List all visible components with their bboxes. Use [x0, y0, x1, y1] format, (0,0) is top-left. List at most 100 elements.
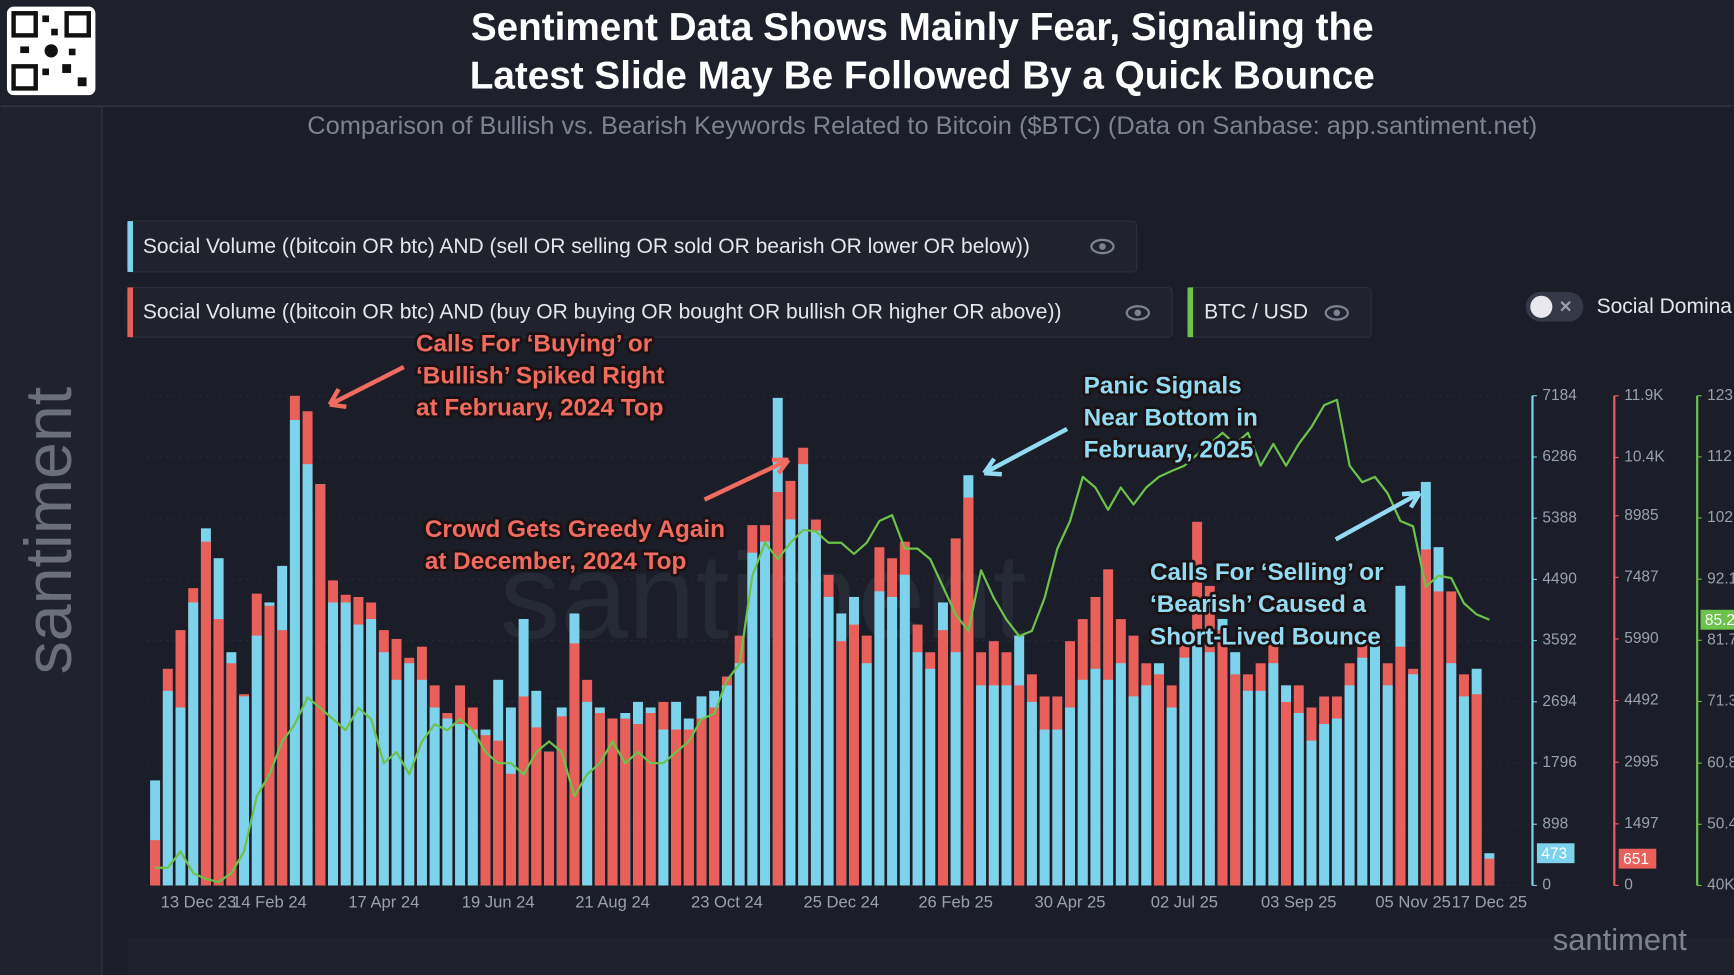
bar [569, 643, 580, 886]
navigator [127, 937, 1734, 975]
eye-icon[interactable] [1125, 305, 1150, 321]
bar [1090, 668, 1101, 886]
x-tick-label: 17 Apr 24 [348, 893, 419, 912]
bar [1293, 712, 1304, 886]
bar [213, 619, 224, 886]
annotation: Panic Signals [1084, 372, 1242, 399]
eye-icon[interactable] [1324, 305, 1349, 321]
bar [1306, 740, 1317, 886]
y-tick-label: 60.8 [1707, 754, 1734, 771]
legend-label: Social Volume ((bitcoin OR btc) AND (buy… [143, 300, 1062, 323]
brand-watermark: santiment [12, 387, 86, 675]
chart-title: Latest Slide May Be Followed By a Quick … [470, 55, 1375, 98]
qr-dot [20, 46, 30, 54]
bar [988, 685, 999, 886]
bar [696, 718, 707, 886]
bar [544, 751, 554, 886]
bar [810, 530, 821, 886]
bar [1192, 630, 1203, 886]
y-tick-label: 4492 [1624, 692, 1658, 709]
bar [340, 602, 351, 886]
bar [887, 596, 898, 886]
bar [823, 596, 834, 886]
bar [353, 624, 364, 886]
bar [315, 484, 326, 886]
y-tick-label: 7487 [1624, 568, 1658, 585]
bar [1433, 591, 1444, 886]
bar [836, 641, 847, 886]
bar [874, 591, 885, 886]
qr-dot [68, 48, 76, 56]
annotation: Crowd Gets Greedy Again [425, 516, 725, 543]
arrow [703, 457, 791, 502]
x-tick-label: 14 Feb 24 [232, 893, 307, 912]
y-tick-label: 5990 [1624, 630, 1658, 647]
y-tick-label: 81.7 [1707, 631, 1734, 648]
y-tick-label: 7184 [1542, 387, 1577, 404]
y-tick-label: 102 [1707, 509, 1733, 526]
qr-finder [11, 64, 38, 91]
bar [620, 718, 631, 886]
bar [277, 630, 288, 886]
annotation: Short-Lived Bounce [1150, 623, 1381, 650]
bar [1458, 696, 1469, 886]
bar [1077, 679, 1088, 886]
y-tick-label: 8985 [1624, 507, 1658, 524]
bar [556, 716, 567, 886]
toggle[interactable] [1525, 291, 1584, 322]
eye [1125, 305, 1150, 321]
annotation: February, 2025 [1084, 436, 1254, 463]
y-tick-label: 50.4 [1707, 815, 1734, 832]
bar [734, 663, 745, 886]
y-tick-label: 11.9K [1624, 387, 1664, 404]
y-tick-label: 123 [1707, 387, 1733, 404]
y-tick-label: 112 [1707, 448, 1732, 465]
bar [925, 668, 936, 886]
bar [1153, 674, 1164, 886]
bar [1217, 630, 1228, 886]
bar [150, 840, 161, 886]
chart-subtitle: Comparison of Bullish vs. Bearish Keywor… [307, 112, 1537, 140]
y-tick-label: 1796 [1542, 754, 1576, 771]
bar [594, 713, 605, 886]
bar [1014, 685, 1025, 886]
last-value-badge [1536, 843, 1575, 864]
bar [505, 773, 516, 886]
qr-dot [77, 77, 87, 87]
eye-icon[interactable] [1090, 238, 1115, 255]
bar [289, 419, 300, 886]
y-tick-label: 3592 [1542, 632, 1576, 649]
x-tick-label: 23 Oct 24 [691, 893, 763, 912]
bar [1065, 707, 1075, 886]
bar [226, 663, 237, 886]
bar [378, 652, 389, 886]
bar [1026, 701, 1037, 886]
qr-dot [42, 15, 49, 23]
y-tick-label: 5388 [1542, 509, 1576, 526]
arrow [327, 365, 405, 409]
bar [1039, 729, 1050, 886]
bar [849, 624, 859, 886]
bar [1179, 657, 1190, 886]
y-tick-label: 71.3 [1707, 693, 1734, 710]
last-value-label: 651 [1623, 851, 1649, 868]
y-tick-label: 6286 [1542, 448, 1576, 465]
x-tick-label: 19 Jun 24 [462, 893, 535, 912]
last-value-label: 85.2 [1705, 612, 1734, 629]
line [155, 398, 1490, 884]
legend-swatch [1187, 287, 1194, 338]
qr-finder [64, 11, 91, 38]
x-tick-label: 30 Apr 25 [1035, 893, 1106, 912]
y-tick-label: 92.1 [1707, 570, 1734, 587]
bar [150, 780, 161, 886]
legend-label: Social Volume ((bitcoin OR btc) AND (sel… [143, 235, 1030, 258]
eye [1090, 238, 1115, 255]
bar [264, 605, 275, 886]
bar [328, 602, 338, 886]
annotation: at December, 2024 Top [425, 548, 687, 575]
bar [162, 690, 173, 886]
bar [1446, 663, 1457, 886]
bar [721, 685, 732, 886]
qr-dot [42, 68, 49, 76]
x-tick-label: 26 Feb 25 [918, 893, 993, 912]
